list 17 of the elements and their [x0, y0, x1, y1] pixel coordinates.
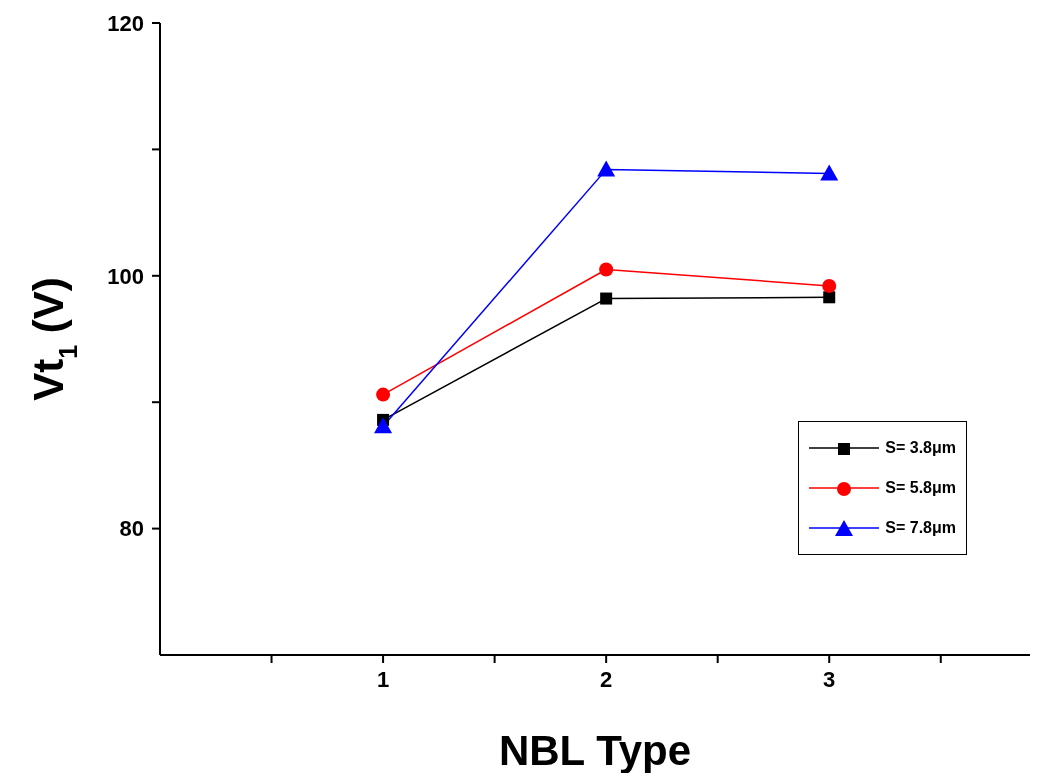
point: [376, 387, 391, 402]
x-tick-label: 3: [823, 666, 836, 692]
point: [823, 291, 836, 304]
y-tick-label: 120: [107, 10, 144, 36]
point: [822, 278, 837, 293]
legend-label: S= 3.8μm: [885, 439, 956, 457]
legend-label: S= 7.8μm: [885, 519, 956, 537]
point: [820, 164, 839, 181]
point: [600, 292, 613, 305]
y-tick-label: 100: [107, 263, 144, 289]
x-tick-label: 1: [376, 666, 390, 692]
point: [374, 417, 393, 434]
y-tick-label: 80: [119, 516, 144, 542]
point: [597, 160, 616, 177]
x-tick-label: 2: [600, 666, 613, 692]
point: [599, 262, 614, 277]
legend-label: S= 5.8μm: [885, 479, 956, 497]
